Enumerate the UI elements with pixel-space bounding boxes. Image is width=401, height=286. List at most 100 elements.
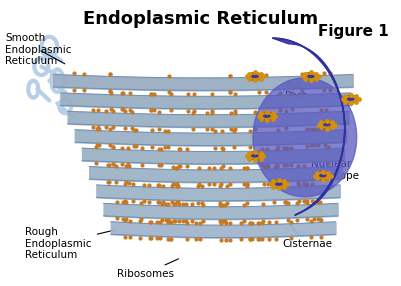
Point <box>314 126 320 131</box>
Point <box>304 198 310 203</box>
Point <box>263 110 269 114</box>
Point <box>107 127 113 131</box>
Point <box>240 182 246 186</box>
Point <box>287 219 294 224</box>
Point <box>172 182 178 186</box>
Point <box>255 237 261 241</box>
Point <box>315 122 321 127</box>
Point <box>195 182 202 186</box>
Point <box>138 146 145 151</box>
Polygon shape <box>272 38 344 215</box>
Point <box>294 164 301 168</box>
Point <box>282 183 288 187</box>
Point <box>301 71 308 76</box>
Text: Figure 1: Figure 1 <box>317 24 388 39</box>
Point <box>155 110 162 114</box>
Point <box>328 125 335 130</box>
Point <box>188 202 194 207</box>
Point <box>326 88 332 92</box>
Point <box>318 108 324 113</box>
Point <box>164 145 171 149</box>
Point <box>227 221 233 225</box>
Point <box>129 126 135 130</box>
Point <box>257 111 264 116</box>
Point <box>294 180 301 185</box>
Point <box>219 219 225 223</box>
Point <box>287 146 293 150</box>
Point <box>354 97 361 102</box>
Point <box>193 221 199 225</box>
Point <box>122 182 128 186</box>
Point <box>293 201 299 205</box>
Point <box>246 221 253 225</box>
Point <box>243 200 250 205</box>
Point <box>228 110 234 115</box>
Point <box>287 236 294 241</box>
Text: Smooth
Endoplasmic
Reticulum: Smooth Endoplasmic Reticulum <box>5 33 72 66</box>
Point <box>243 165 249 170</box>
Point <box>148 108 154 112</box>
Point <box>288 107 295 112</box>
Point <box>245 151 252 155</box>
Point <box>249 237 255 242</box>
Point <box>281 199 287 204</box>
Point <box>326 71 332 76</box>
Point <box>346 93 353 98</box>
Point <box>109 145 115 150</box>
Point <box>167 237 174 241</box>
Point <box>81 88 87 92</box>
Point <box>174 182 180 186</box>
Point <box>166 237 173 241</box>
Point <box>251 110 257 114</box>
Point <box>226 74 232 78</box>
Point <box>306 127 313 131</box>
Point <box>308 219 314 223</box>
Point <box>137 217 144 222</box>
Point <box>167 92 173 96</box>
Point <box>255 114 261 118</box>
Point <box>281 179 287 184</box>
Point <box>172 218 178 223</box>
Point <box>323 118 329 123</box>
Point <box>352 100 358 104</box>
Point <box>108 107 114 111</box>
Point <box>126 164 132 168</box>
Point <box>269 179 276 184</box>
Point <box>119 145 126 150</box>
Point <box>158 147 164 151</box>
Point <box>161 128 167 133</box>
Point <box>146 183 152 187</box>
Point <box>113 216 119 221</box>
Point <box>257 117 264 121</box>
Point <box>130 128 136 132</box>
Ellipse shape <box>247 72 262 80</box>
Point <box>300 182 306 187</box>
Point <box>307 78 313 83</box>
Point <box>275 186 282 190</box>
Point <box>243 165 249 170</box>
Point <box>198 200 205 205</box>
Point <box>317 235 324 239</box>
Point <box>129 109 135 114</box>
Point <box>212 129 218 133</box>
Ellipse shape <box>342 95 357 103</box>
Point <box>246 237 253 242</box>
Point <box>146 199 152 204</box>
Point <box>113 180 119 184</box>
Point <box>280 162 287 167</box>
Point <box>231 129 237 133</box>
Point <box>169 182 175 186</box>
Point <box>104 163 111 168</box>
Point <box>121 126 128 130</box>
Point <box>341 94 347 99</box>
Point <box>148 236 154 240</box>
Point <box>198 184 205 188</box>
Point <box>196 221 203 225</box>
Point <box>217 202 224 207</box>
Point <box>108 90 114 95</box>
Point <box>127 219 133 223</box>
Point <box>96 143 102 147</box>
Point <box>314 143 320 148</box>
Point <box>90 124 96 129</box>
Point <box>217 166 223 170</box>
